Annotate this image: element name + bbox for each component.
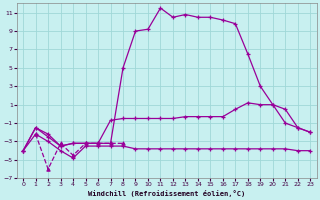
X-axis label: Windchill (Refroidissement éolien,°C): Windchill (Refroidissement éolien,°C) xyxy=(88,190,245,197)
